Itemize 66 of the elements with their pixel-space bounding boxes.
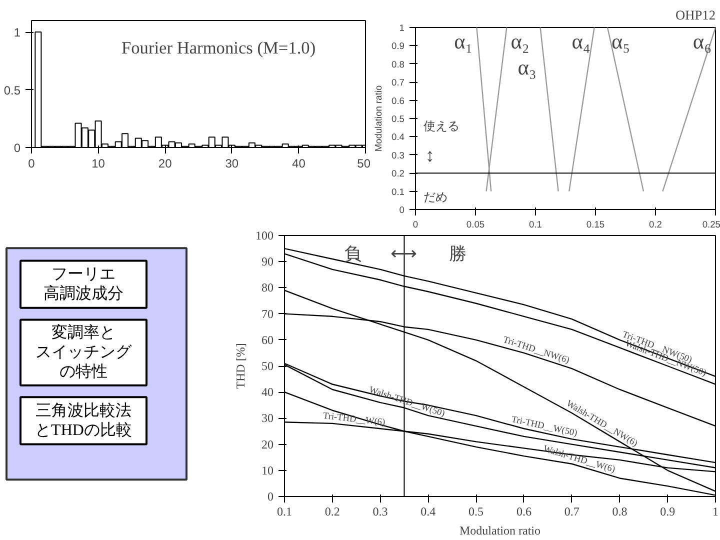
x-tick-label: 0.6: [516, 504, 532, 518]
y-tick-label: 0: [399, 205, 405, 215]
y-tick-label: 90: [262, 254, 274, 269]
y-tick-label: 0.2: [392, 168, 404, 179]
x-tick-label: 0.1: [277, 504, 292, 518]
x-tick-label: 0: [28, 156, 36, 170]
y-tick-label: 20: [262, 437, 274, 452]
y-axis-title: Modulation ratio: [374, 85, 384, 152]
y-tick-label: 30: [262, 411, 274, 426]
x-tick-label: 0.2: [324, 504, 340, 518]
text: OHP12: [676, 8, 716, 22]
y-tick-label: 0.8: [392, 59, 404, 70]
text: 変調率とスイッチングの特性: [36, 323, 132, 381]
series-label: α₅: [612, 30, 630, 54]
y-tick-label: 0.3: [392, 150, 404, 160]
x-tick-label: 0.9: [660, 504, 676, 518]
x-tick-label: 0.8: [612, 504, 628, 518]
y-tick-label: 0.4: [392, 132, 404, 142]
annotation: 使える: [423, 119, 460, 134]
text: Fourier Harmonics (M=1.0): [122, 38, 316, 58]
y-tick-label: 100: [256, 228, 274, 242]
y-tick-label: 70: [262, 306, 274, 321]
series-label: α₆: [692, 30, 712, 54]
y-tick-label: 1: [399, 23, 405, 33]
x-tick-label: 0.3: [372, 504, 388, 518]
y-tick-label: 0.7: [392, 78, 404, 88]
y-tick-label: 0.9: [392, 41, 404, 52]
y-tick-label: 40: [262, 385, 274, 400]
y-tick-label: 1: [14, 26, 21, 40]
x-tick-label: 0.7: [564, 504, 580, 518]
y-tick-label: 0.6: [392, 96, 404, 106]
y-tick-label: 10: [262, 463, 274, 478]
y-tick-label: 0.1: [392, 186, 404, 197]
x-tick-label: 30: [225, 156, 239, 170]
y-tick-label: 80: [262, 280, 274, 295]
x-tick-label: 20: [158, 156, 172, 170]
x-tick-label: 0.4: [420, 504, 436, 518]
x-axis-title: Modulation ratio: [460, 524, 541, 538]
y-tick-label: 50: [262, 359, 274, 373]
x-tick-label: 50: [357, 156, 371, 170]
x-tick-label: 1: [712, 504, 718, 518]
x-tick-label: 0.15: [586, 220, 605, 230]
annotation: 勝: [449, 244, 466, 264]
annotation: ↕: [425, 144, 435, 166]
x-tick-label: 10: [92, 156, 106, 170]
y-axis-title: THD [%]: [234, 343, 248, 389]
x-tick-label: 40: [292, 156, 306, 170]
y-tick-label: 0.5: [392, 114, 404, 124]
y-tick-label: 0.5: [4, 83, 21, 98]
text: 三角波比較法とTHDの比較: [35, 401, 132, 439]
series-label: α₃: [518, 56, 536, 80]
series-label: α₂: [510, 30, 530, 54]
x-tick-label: 0.1: [529, 220, 542, 230]
annotation: だめ: [423, 190, 448, 204]
x-tick-label: 0.5: [468, 504, 484, 518]
x-tick-label: 0: [412, 220, 418, 230]
y-tick-label: 0: [14, 141, 21, 155]
x-tick-label: 0.2: [649, 220, 662, 230]
x-tick-label: 0.05: [466, 220, 485, 230]
x-tick-label: 0.25: [702, 220, 720, 230]
y-tick-label: 0: [268, 490, 274, 504]
annotation: 負: [344, 244, 362, 264]
series-label: α₁: [454, 30, 473, 54]
text: フーリエ高調波成分: [44, 266, 124, 303]
y-tick-label: 60: [262, 332, 274, 347]
series-label: α₄: [572, 30, 590, 54]
